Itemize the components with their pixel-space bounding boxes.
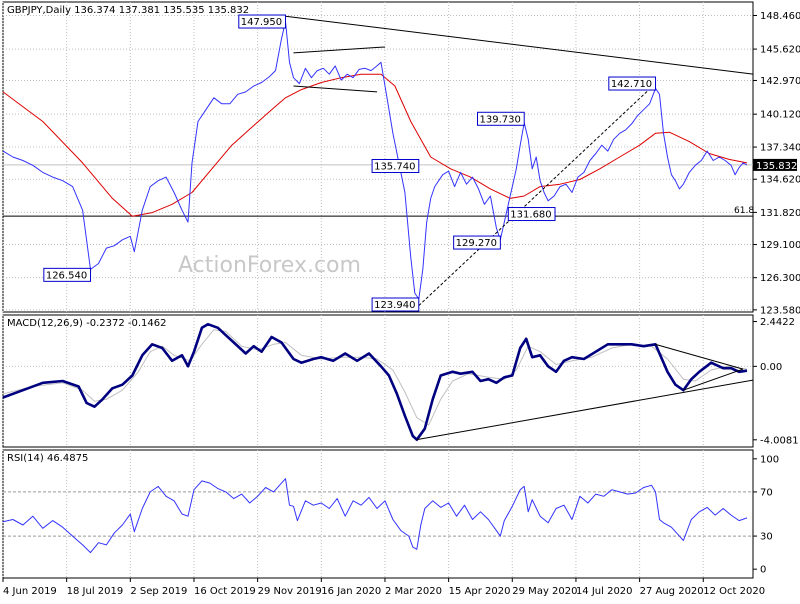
callout-box: [453, 235, 501, 250]
callout-box: [507, 207, 556, 222]
trendline-macd: [655, 343, 744, 370]
callout-box: [371, 158, 420, 173]
trendline-price: [285, 15, 754, 75]
y-tick-label-price: 142.970: [760, 76, 800, 87]
trendline-price: [418, 83, 656, 306]
y-tick-label-macd: 0.00: [760, 362, 782, 373]
last-price-label: 135.832: [756, 161, 797, 172]
y-tick-label-price: 140.120: [760, 110, 800, 121]
y-tick-label-price: 131.820: [760, 208, 800, 219]
trendline-macd: [683, 368, 744, 391]
x-tick-label: 16 Oct 2019: [194, 586, 256, 597]
y-tick-label-price: 137.340: [760, 143, 800, 154]
rsi-line: [2, 478, 748, 554]
x-tick-label: 18 Jul 2019: [67, 586, 124, 597]
callout-label: 147.950: [241, 17, 282, 28]
trendline-price: [293, 46, 385, 54]
trendline-price: [293, 85, 378, 93]
y-tick-label-price: 145.620: [760, 45, 800, 56]
x-tick-label: 2 Mar 2020: [385, 586, 442, 597]
price-panel-title: GBPJPY,Daily 136.374 137.381 135.535 135…: [7, 5, 249, 16]
y-tick-label-price: 129.100: [760, 240, 800, 251]
y-tick-label-price: 134.620: [760, 175, 800, 186]
callout-label: 131.680: [510, 210, 551, 221]
last-price-tag: [753, 158, 797, 171]
moving-average-line: [2, 73, 748, 217]
x-tick-label: 27 Aug 2020: [640, 586, 704, 597]
y-tick-label-rsi: 0: [760, 565, 766, 576]
y-tick-label-rsi: 100: [760, 454, 779, 465]
y-tick-label-macd: -4.0081: [760, 435, 799, 446]
x-tick-label: 4 Jun 2019: [3, 586, 57, 597]
x-tick-label: 16 Jan 2020: [321, 586, 381, 597]
callout-label: 139.730: [480, 114, 521, 125]
callout-label: 142.710: [611, 79, 652, 90]
x-tick-label: 29 May 2020: [512, 586, 577, 597]
y-tick-label-rsi: 30: [760, 532, 773, 543]
macd-line: [2, 322, 748, 442]
callout-label: 123.940: [374, 300, 415, 311]
panel-frame: [2, 449, 754, 579]
price-line: [2, 21, 748, 300]
callout-label: 135.740: [374, 161, 415, 172]
callout-label: 129.270: [456, 238, 497, 249]
trendline-macd: [416, 379, 754, 441]
fib-level-label: 61.8: [734, 206, 754, 216]
callout-box: [477, 111, 525, 126]
callout-box: [608, 76, 657, 91]
panel-frame: [2, 1, 754, 313]
x-tick-label: 29 Nov 2019: [258, 586, 322, 597]
callout-box: [238, 14, 286, 29]
x-tick-label: 14 Jul 2020: [576, 586, 633, 597]
x-tick-label: 12 Oct 2020: [703, 586, 765, 597]
macd-signal-line: [2, 329, 748, 426]
callout-box: [371, 297, 420, 312]
callout-label: 126.540: [46, 270, 87, 281]
y-tick-label-rsi: 70: [760, 487, 773, 498]
macd-panel-title: MACD(12,26,9) -0.2372 -0.1462: [7, 318, 167, 329]
x-tick-label: 15 Apr 2020: [449, 586, 511, 597]
watermark-text: ActionForex.com: [178, 253, 361, 278]
y-tick-label-price: 123.580: [760, 305, 800, 316]
callout-box: [43, 267, 92, 282]
panel-frame: [2, 314, 754, 448]
rsi-panel-title: RSI(14) 46.4875: [7, 453, 88, 464]
y-tick-label-price: 126.300: [760, 273, 800, 284]
y-tick-label-price: 148.460: [760, 11, 800, 22]
y-tick-label-macd: 2.4422: [760, 317, 795, 328]
x-tick-label: 2 Sep 2019: [130, 586, 187, 597]
